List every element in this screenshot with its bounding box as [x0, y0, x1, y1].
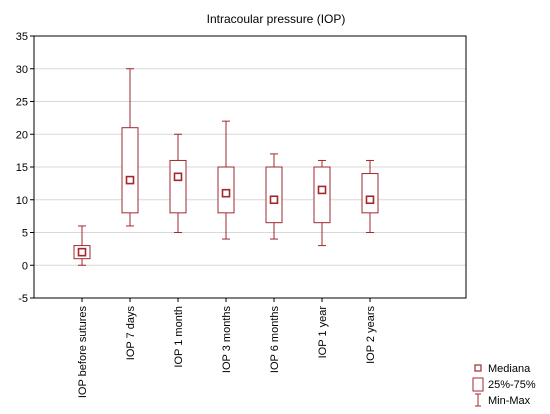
box-group	[217, 120, 235, 240]
y-tick-label: 30	[16, 64, 28, 76]
iqr-box	[361, 173, 379, 214]
legend-median-symbol	[474, 364, 482, 372]
x-axis: IOP before sutures IOP 7 days IOP 1 month I…	[77, 298, 377, 398]
grid-lines	[34, 68, 466, 266]
y-tick-label: 15	[16, 162, 28, 174]
median-marker	[269, 195, 279, 205]
x-tick-label: IOP 7 days	[125, 306, 137, 361]
chart-title: Intracoular pressure (IOP)	[207, 12, 346, 26]
box-group	[313, 159, 331, 247]
median-marker	[317, 185, 327, 195]
median-marker	[221, 188, 231, 198]
x-tick-label: IOP 1 month	[173, 306, 185, 368]
x-tick-label: IOP 3 months	[221, 306, 233, 374]
legend-label: 25%-75%	[488, 379, 536, 391]
iqr-box	[169, 159, 187, 214]
box-group	[169, 133, 187, 233]
median-marker	[77, 247, 87, 257]
y-tick-label: 20	[16, 129, 28, 141]
iqr-box	[121, 127, 139, 214]
legend: Mediana 25%-75% Min-Max	[472, 363, 536, 407]
legend-box-symbol	[472, 377, 484, 392]
box-group	[265, 153, 283, 240]
y-tick-label: -5	[18, 293, 28, 305]
x-tick-label: IOP 6 months	[269, 306, 281, 374]
x-tick-label: IOP before sutures	[77, 306, 89, 399]
y-tick-label: 5	[22, 228, 28, 240]
y-tick-label: 10	[16, 195, 28, 207]
median-marker	[365, 195, 375, 205]
box-series	[73, 68, 379, 266]
median-marker	[125, 175, 135, 185]
y-axis: -5 0 5 10 15 20 25 30 35	[16, 31, 34, 305]
x-tick-label: IOP 2 years	[365, 306, 377, 364]
y-tick-label: 35	[16, 31, 28, 43]
iqr-box	[265, 166, 283, 224]
median-marker	[173, 172, 183, 182]
iqr-box	[313, 166, 331, 224]
box-group	[361, 159, 379, 233]
box-group	[73, 225, 91, 266]
x-tick-label: IOP 1 year	[317, 306, 329, 359]
y-tick-label: 25	[16, 97, 28, 109]
box-group	[121, 68, 139, 227]
legend-label: Min-Max	[488, 395, 531, 407]
legend-label: Mediana	[488, 363, 531, 375]
y-tick-label: 0	[22, 260, 28, 272]
